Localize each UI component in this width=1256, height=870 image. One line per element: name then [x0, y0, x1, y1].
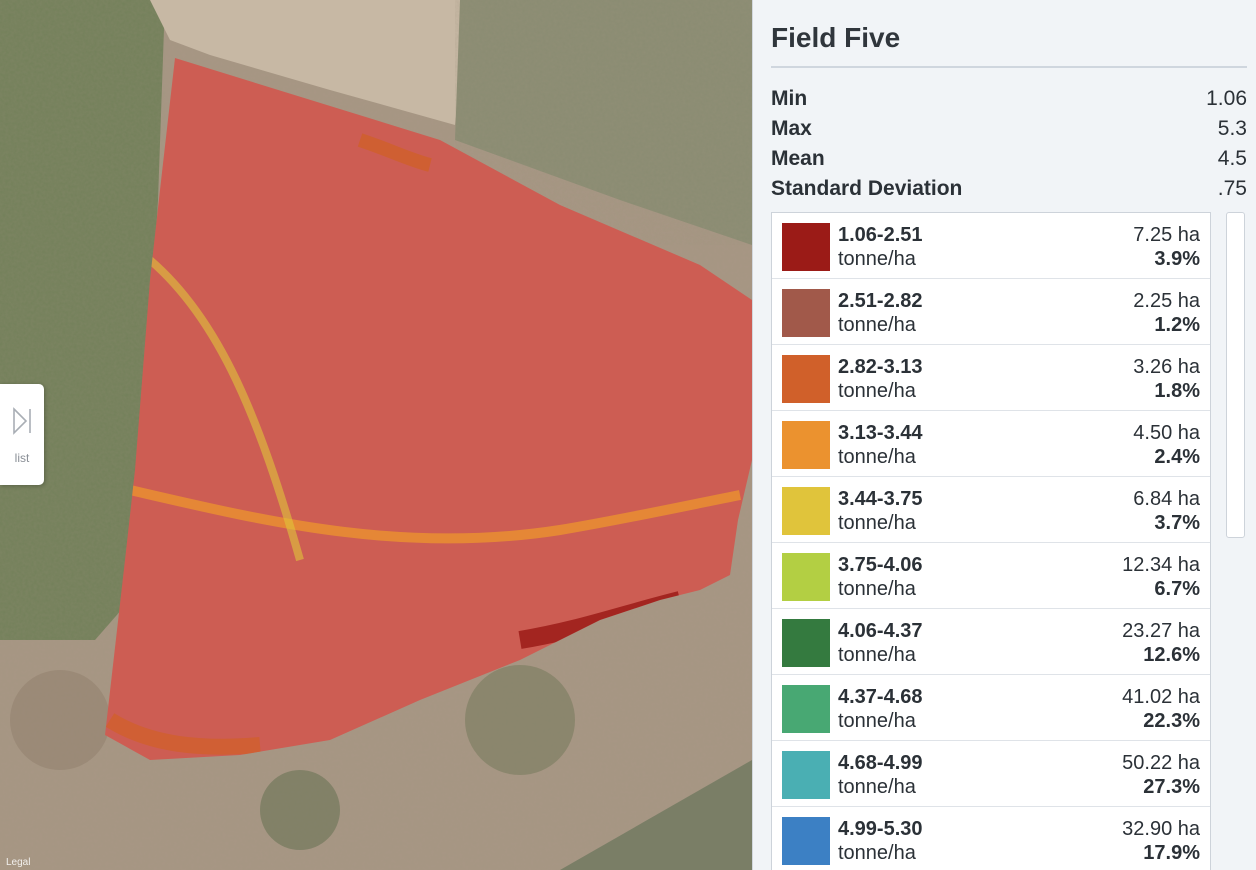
stat-value: 1.06: [1206, 87, 1247, 110]
legend-unit: tonne/ha: [838, 710, 916, 732]
stat-value: 4.5: [1217, 147, 1247, 170]
legend-item[interactable]: 3.13-3.44 tonne/ha 4.50 ha 2.4%: [772, 411, 1210, 476]
legend-item[interactable]: 3.44-3.75 tonne/ha 6.84 ha 3.7%: [772, 477, 1210, 542]
legend-area: 4.50 ha: [1133, 422, 1200, 444]
satellite-map-canvas[interactable]: [0, 0, 752, 870]
legend-unit: tonne/ha: [838, 578, 916, 600]
legend-item[interactable]: 4.68-4.99 tonne/ha 50.22 ha 27.3%: [772, 741, 1210, 806]
list-toggle-label: list: [14, 450, 30, 465]
legend-percent: 3.9%: [1154, 248, 1200, 270]
legend-range: 1.06-2.51: [838, 224, 923, 246]
stat-min: Min 1.06: [771, 84, 1247, 114]
legend-percent: 3.7%: [1154, 512, 1200, 534]
legend-unit: tonne/ha: [838, 512, 916, 534]
legend-area: 12.34 ha: [1122, 554, 1200, 576]
legend-range: 4.37-4.68: [838, 686, 923, 708]
title-divider: [771, 66, 1247, 68]
stat-standard-deviation: Standard Deviation .75: [771, 174, 1247, 204]
legend-unit: tonne/ha: [838, 644, 916, 666]
legend-item[interactable]: 2.51-2.82 tonne/ha 2.25 ha 1.2%: [772, 279, 1210, 344]
legend-unit: tonne/ha: [838, 314, 916, 336]
legend-range: 3.75-4.06: [838, 554, 923, 576]
legend-swatch: [782, 751, 830, 799]
legend-area: 6.84 ha: [1133, 488, 1200, 510]
list-toggle-button[interactable]: list: [0, 384, 44, 485]
legend-item[interactable]: 4.06-4.37 tonne/ha 23.27 ha 12.6%: [772, 609, 1210, 674]
stat-label: Min: [771, 87, 808, 110]
legend-unit: tonne/ha: [838, 446, 916, 468]
legend-range: 2.51-2.82: [838, 290, 923, 312]
legend-percent: 2.4%: [1154, 446, 1200, 468]
sidebar-expand-icon: [13, 406, 31, 435]
legend-item[interactable]: 2.82-3.13 tonne/ha 3.26 ha 1.8%: [772, 345, 1210, 410]
legend-item[interactable]: 3.75-4.06 tonne/ha 12.34 ha 6.7%: [772, 543, 1210, 608]
legend-percent: 6.7%: [1154, 578, 1200, 600]
stat-value: .75: [1217, 177, 1247, 200]
stat-label: Mean: [771, 147, 825, 170]
legend-item[interactable]: 1.06-2.51 tonne/ha 7.25 ha 3.9%: [772, 213, 1210, 278]
legend-swatch: [782, 355, 830, 403]
legend-unit: tonne/ha: [838, 248, 916, 270]
legend-swatch: [782, 289, 830, 337]
yield-legend-list[interactable]: 1.06-2.51 tonne/ha 7.25 ha 3.9% 2.51-2.8…: [771, 212, 1211, 870]
legend-area: 32.90 ha: [1122, 818, 1200, 840]
legend-unit: tonne/ha: [838, 842, 916, 864]
legend-area: 7.25 ha: [1133, 224, 1200, 246]
legend-swatch: [782, 421, 830, 469]
legal-link[interactable]: Legal: [6, 857, 31, 868]
stat-value: 5.3: [1217, 117, 1247, 140]
legend-range: 2.82-3.13: [838, 356, 923, 378]
legend-item[interactable]: 4.37-4.68 tonne/ha 41.02 ha 22.3%: [772, 675, 1210, 740]
legend-area: 41.02 ha: [1122, 686, 1200, 708]
legend-percent: 22.3%: [1143, 710, 1200, 732]
legend-area: 50.22 ha: [1122, 752, 1200, 774]
legend-unit: tonne/ha: [838, 776, 916, 798]
legend-range: 4.68-4.99: [838, 752, 923, 774]
legend-area: 23.27 ha: [1122, 620, 1200, 642]
stat-mean: Mean 4.5: [771, 144, 1247, 174]
legend-unit: tonne/ha: [838, 380, 916, 402]
legend-swatch: [782, 619, 830, 667]
legend-item[interactable]: 4.99-5.30 tonne/ha 32.90 ha 17.9%: [772, 807, 1210, 870]
legend-range: 4.99-5.30: [838, 818, 923, 840]
legend-area: 2.25 ha: [1133, 290, 1200, 312]
legend-swatch: [782, 553, 830, 601]
stat-label: Max: [771, 117, 812, 140]
legend-range: 3.13-3.44: [838, 422, 923, 444]
legend-area: 3.26 ha: [1133, 356, 1200, 378]
stat-max: Max 5.3: [771, 114, 1247, 144]
legend-swatch: [782, 685, 830, 733]
legend-percent: 1.2%: [1154, 314, 1200, 336]
yield-map[interactable]: list Legal: [0, 0, 752, 870]
field-stats: Min 1.06 Max 5.3 Mean 4.5 Standard Devia…: [771, 84, 1247, 204]
legend-scrollbar[interactable]: [1226, 212, 1245, 538]
legend-swatch: [782, 223, 830, 271]
legend-percent: 1.8%: [1154, 380, 1200, 402]
legend-percent: 17.9%: [1143, 842, 1200, 864]
field-details-panel: Field Five Min 1.06 Max 5.3 Mean 4.5 Sta…: [752, 0, 1256, 870]
stat-label: Standard Deviation: [771, 177, 963, 200]
legend-swatch: [782, 487, 830, 535]
legend-range: 4.06-4.37: [838, 620, 923, 642]
field-title: Field Five: [771, 22, 901, 53]
legend-range: 3.44-3.75: [838, 488, 923, 510]
legend-percent: 12.6%: [1143, 644, 1200, 666]
legend-swatch: [782, 817, 830, 865]
legend-percent: 27.3%: [1143, 776, 1200, 798]
